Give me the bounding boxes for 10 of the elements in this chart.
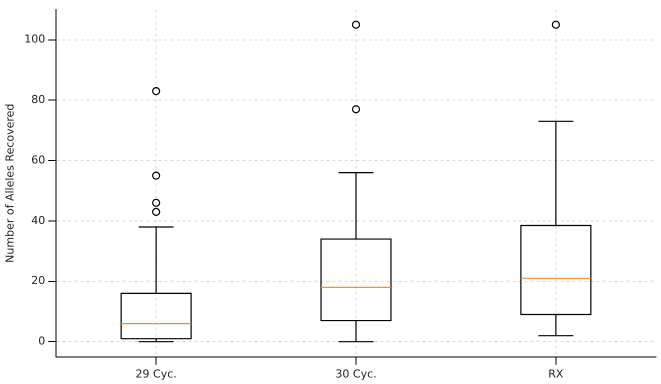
y-tick-label: 80 — [31, 93, 46, 106]
x-tick-label: RX — [548, 367, 564, 380]
y-tick-label: 0 — [38, 334, 46, 348]
y-tick-label: 20 — [31, 274, 46, 288]
x-tick-label: 29 Cyc. — [136, 367, 177, 380]
x-tick-label: 30 Cyc. — [335, 367, 377, 380]
y-axis-title: Number of Alleles Recovered — [3, 104, 16, 263]
y-tick-label: 60 — [31, 153, 46, 166]
y-tick-label: 100 — [24, 32, 46, 46]
y-tick-label: 40 — [31, 214, 46, 227]
